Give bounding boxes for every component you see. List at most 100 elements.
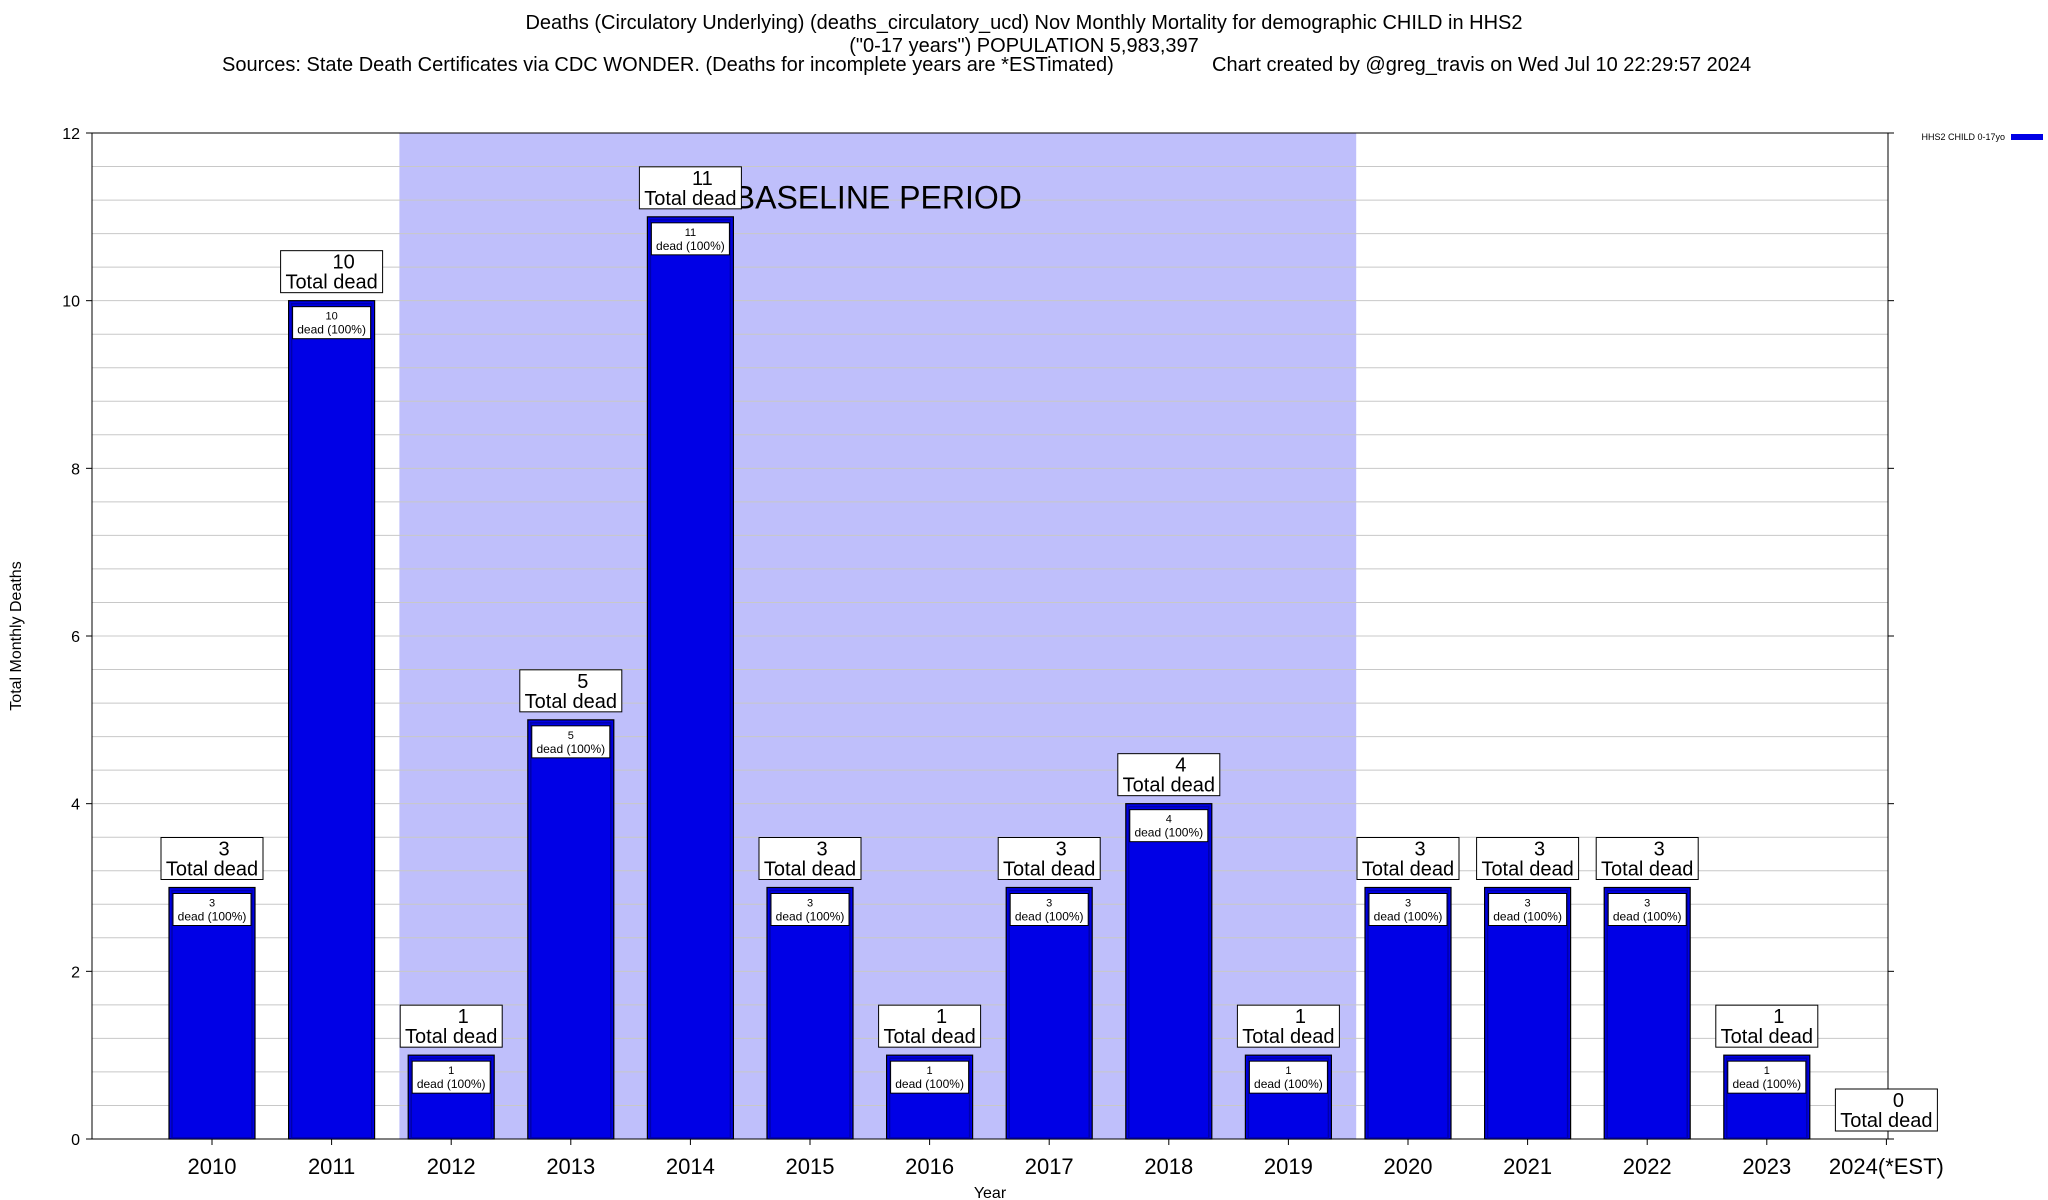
total-label-box [280,250,384,294]
inner-label-text: dead (100%) [1254,1077,1323,1091]
bar-outline [1486,889,1569,1139]
bar [646,216,735,1140]
inner-label-value: 3 [1644,898,1650,910]
inner-label-text: dead (100%) [1493,910,1562,924]
inner-label-value: 5 [568,730,574,742]
total-label-text: Total dead [1003,859,1095,881]
bar-outline [1367,889,1449,1139]
sources-text: Sources: State Death Certificates via CD… [222,54,1114,76]
bar-outline [1247,1057,1330,1139]
bar-outline [1128,805,1210,1139]
total-label-text: Total dead [405,1026,497,1048]
total-label-text: Total dead [883,1026,975,1048]
y-tick-label: 4 [71,797,80,814]
inner-label-box [890,1060,970,1094]
total-label-text: Total dead [1362,859,1454,881]
total-label-value: 3 [218,839,229,861]
inner-label-box [650,222,730,256]
total-label-value: 1 [1295,1006,1306,1028]
x-tick-label: 2011 [308,1154,355,1179]
inner-label-text: dead (100%) [1134,826,1203,840]
bar-outline [1008,889,1090,1139]
inner-label-text: dead (100%) [178,910,247,924]
inner-label-text: dead (100%) [1613,910,1682,924]
x-tick-label: 2015 [786,1154,835,1179]
bar-outline [1726,1057,1808,1139]
inner-label-value: 1 [927,1065,933,1077]
total-label-value: 3 [1414,839,1425,861]
bar [1364,886,1452,1140]
bar-outline [888,1057,971,1139]
x-tick-label: 2020 [1384,1154,1433,1179]
inner-label-box [1368,893,1448,926]
total-label-value: 1 [458,1006,469,1028]
inner-label-box [531,725,611,759]
total-label-text: Total dead [1721,1026,1813,1048]
legend-swatch [2011,134,2043,140]
inner-label-value: 3 [807,898,813,910]
bar [1125,803,1213,1140]
total-label-box [758,837,862,880]
credit-text: Chart created by @greg_travis on Wed Jul… [1212,54,1752,76]
inner-label-value: 1 [1285,1065,1291,1077]
total-label-text: Total dead [1601,859,1693,881]
y-tick-label: 8 [71,461,80,478]
bar-outline [1606,889,1688,1139]
inner-label-box [1248,1060,1328,1094]
total-label-text: Total dead [1242,1026,1334,1048]
bar-outline [171,889,253,1139]
inner-label-text: dead (100%) [776,910,845,924]
inner-label-box [770,893,850,926]
y-axis-title: Total Monthly Deaths [8,561,25,710]
bar-outline [649,219,732,1139]
total-label-value: 3 [816,839,827,861]
inner-label-value: 11 [685,227,696,239]
x-tick-label: 2022 [1623,1154,1672,1179]
total-label-value: 3 [1056,839,1067,861]
total-label-box [997,837,1101,880]
total-label-value: 1 [936,1006,947,1028]
inner-label-box [1607,893,1687,926]
inner-label-text: dead (100%) [297,323,366,337]
total-label-value: 11 [692,168,713,190]
x-tick-label: 2024(*EST) [1829,1154,1944,1179]
inner-label-box [172,893,252,926]
total-label-value: 10 [332,252,354,274]
total-label-value: 4 [1175,755,1186,777]
inner-label-text: dead (100%) [656,239,725,253]
y-tick-label: 10 [62,294,80,311]
bar-outline [530,722,612,1139]
total-label-text: Total dead [166,859,258,881]
x-tick-label: 2021 [1503,1154,1552,1179]
total-label-value: 0 [1893,1090,1904,1112]
inner-label-text: dead (100%) [1732,1077,1801,1091]
total-label-value: 1 [1773,1006,1784,1028]
inner-label-value: 3 [1525,898,1531,910]
total-label-text: Total dead [1840,1110,1932,1132]
total-label-text: Total dead [525,691,617,713]
total-label-box [1117,753,1221,797]
total-label-box [160,837,264,880]
x-tick-label: 2014 [666,1154,715,1179]
x-tick-label: 2016 [905,1154,954,1179]
bar-outline [410,1057,492,1139]
x-axis-title: Year [974,1185,1007,1200]
total-label-value: 3 [1534,839,1545,861]
x-tick-label: 2013 [546,1154,595,1179]
inner-label-value: 3 [1046,898,1052,910]
inner-label-text: dead (100%) [417,1077,486,1091]
x-tick-label: 2019 [1264,1154,1313,1179]
total-label-text: Total dead [1123,775,1215,797]
total-label-box [1476,837,1580,880]
bar [1005,886,1093,1140]
chart-title-block: Deaths (Circulatory Underlying) (deaths_… [0,12,2048,58]
inner-label-box [292,306,372,340]
y-tick-label: 6 [71,629,80,646]
total-label-box [878,1004,982,1048]
y-tick-label: 12 [62,126,80,143]
inner-label-value: 1 [448,1065,454,1077]
total-label-value: 3 [1654,839,1665,861]
inner-label-text: dead (100%) [536,742,605,756]
inner-label-value: 1 [1764,1065,1770,1077]
